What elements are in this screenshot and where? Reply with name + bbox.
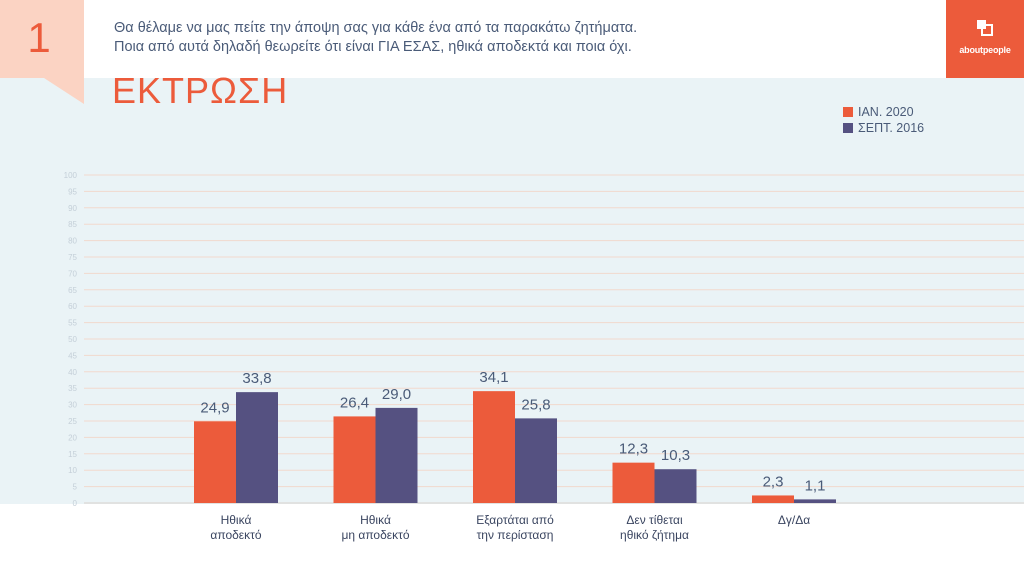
slide-number-tab [44,78,84,104]
y-tick-label: 65 [68,286,77,295]
bar-2016 [654,469,697,503]
bar-2016 [236,392,278,503]
slide-number: 1 [27,14,51,61]
category-label: Ηθικά μη αποδεκτό [341,513,409,542]
bar-2016 [375,407,418,503]
y-tick-label: 45 [68,351,77,360]
y-tick-label: 25 [68,417,77,426]
y-tick-label: 5 [73,483,78,492]
y-tick-label: 0 [73,499,78,508]
brand-name: aboutpeople [946,45,1024,55]
category-label: Δεν τίθεται ηθικό ζήτημα [620,513,689,542]
legend-swatch-2016 [843,123,853,133]
brand-name-end: people [982,45,1011,55]
bar-2020 [612,462,655,503]
y-tick-label: 20 [68,433,77,442]
data-label-2020: 26,4 [340,394,369,411]
data-label-2020: 2,3 [763,473,784,490]
y-tick-label: 85 [68,220,77,229]
data-label-2016: 29,0 [382,386,411,403]
bar-2020 [333,416,376,503]
chart-legend: ΙΑΝ. 2020 ΣΕΠΤ. 2016 [843,104,924,136]
data-label-2016: 10,3 [661,447,690,464]
y-tick-label: 10 [68,466,77,475]
data-label-2016: 1,1 [805,477,826,494]
y-tick-label: 30 [68,401,77,410]
y-tick-label: 80 [68,237,77,246]
y-tick-label: 55 [68,319,77,328]
legend-item-2016: ΣΕΠΤ. 2016 [843,120,924,136]
bar-2016 [515,418,557,503]
y-tick-label: 75 [68,253,77,262]
category-label: Ηθικά αποδεκτό [210,513,261,542]
question-line-1: Θα θέλαμε να μας πείτε την άποψη σας για… [114,20,638,36]
topic-title: ΕΚΤΡΩΣΗ [112,70,289,111]
category-label: Δγ/Δα [778,513,810,527]
y-tick-label: 35 [68,384,77,393]
y-tick-label: 15 [68,450,77,459]
brand-name-start: about [959,45,983,55]
data-label-2016: 25,8 [521,396,550,413]
bar-2016 [794,499,836,503]
brand-mark-icon [977,20,993,36]
question-text: Θα θέλαμε να μας πείτε την άποψη σας για… [114,19,914,57]
y-tick-label: 70 [68,269,77,278]
question-line-2: Ποια από αυτά δηλαδή θεωρείτε ότι είναι … [114,39,632,55]
legend-item-2020: ΙΑΝ. 2020 [843,104,924,120]
data-label-2020: 24,9 [200,399,229,416]
data-label-2020: 12,3 [619,441,648,458]
slide-number-box: 1 [0,0,84,78]
bar-2020 [194,421,236,503]
legend-label-2016: ΣΕΠΤ. 2016 [858,121,925,135]
header-bar [0,0,1024,78]
legend-label-2020: ΙΑΝ. 2020 [858,105,914,119]
y-tick-label: 95 [68,187,77,196]
y-tick-label: 100 [64,171,78,180]
data-label-2016: 33,8 [242,370,271,387]
legend-swatch-2020 [843,107,853,117]
y-tick-label: 60 [68,302,77,311]
category-label: Εξαρτάται από την περίσταση [476,513,554,542]
data-label-2020: 34,1 [479,369,508,386]
bar-2020 [752,495,794,503]
bar-2020 [473,391,515,503]
y-tick-label: 90 [68,204,77,213]
y-tick-label: 50 [68,335,77,344]
y-tick-label: 40 [68,368,77,377]
brand-logo: aboutpeople [946,0,1024,78]
